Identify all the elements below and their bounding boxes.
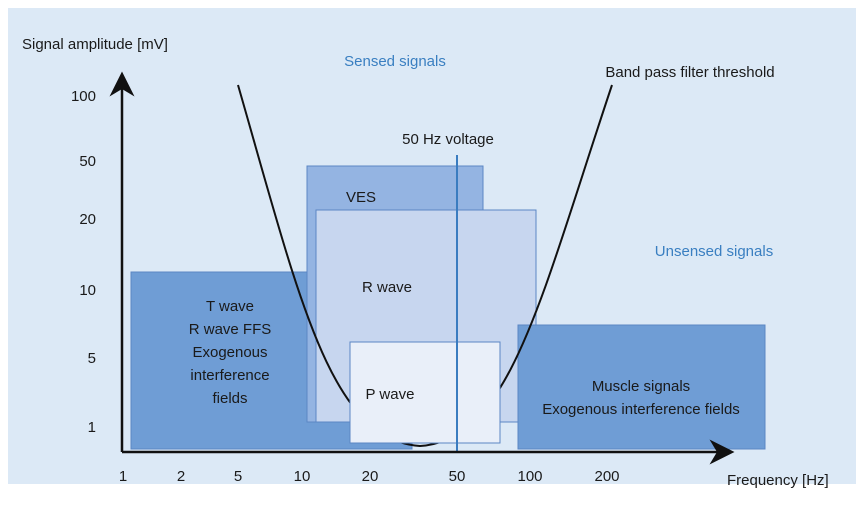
box-label: T wave — [206, 298, 254, 315]
filter-label: Band pass filter threshold — [605, 64, 774, 81]
x-tick-label: 10 — [294, 468, 311, 485]
x-tick-label: 5 — [234, 468, 242, 485]
box-label: R wave — [362, 279, 412, 296]
y-tick-label: 5 — [88, 350, 96, 367]
y-tick-label: 10 — [79, 282, 96, 299]
x-ticks: 1 2 5 10 20 50 100 200 — [119, 468, 620, 485]
x-tick-label: 20 — [362, 468, 379, 485]
x-tick-label: 2 — [177, 468, 185, 485]
x-tick-label: 100 — [517, 468, 542, 485]
y-tick-label: 50 — [79, 153, 96, 170]
box-label: P wave — [366, 386, 415, 403]
box-label: Exogenous — [192, 344, 267, 361]
unsensed-label: Unsensed signals — [655, 243, 773, 260]
box-label: R wave FFS — [189, 321, 272, 338]
x-tick-label: 1 — [119, 468, 127, 485]
p-wave-box — [349, 341, 501, 444]
x-tick-label: 200 — [594, 468, 619, 485]
y-tick-label: 20 — [79, 211, 96, 228]
box-label: VES — [346, 189, 376, 206]
box-label: Exogenous interference fields — [542, 401, 740, 418]
voltage-label: 50 Hz voltage — [402, 131, 494, 148]
t-wave-text: T wave R wave FFS Exogenous interference… — [189, 298, 272, 407]
y-axis-label: Signal amplitude [mV] — [22, 36, 168, 53]
y-tick-label: 100 — [71, 88, 96, 105]
x-axis-label: Frequency [Hz] — [727, 472, 829, 489]
muscle-box — [517, 324, 766, 450]
sensed-label: Sensed signals — [344, 53, 446, 70]
box-label: interference — [190, 367, 269, 384]
box-label: fields — [212, 390, 247, 407]
y-tick-label: 1 — [88, 419, 96, 436]
filter-curve — [237, 84, 613, 448]
box-label: Muscle signals — [592, 378, 690, 395]
y-ticks: 100 50 20 10 5 1 — [71, 88, 96, 436]
x-tick-label: 50 — [449, 468, 466, 485]
